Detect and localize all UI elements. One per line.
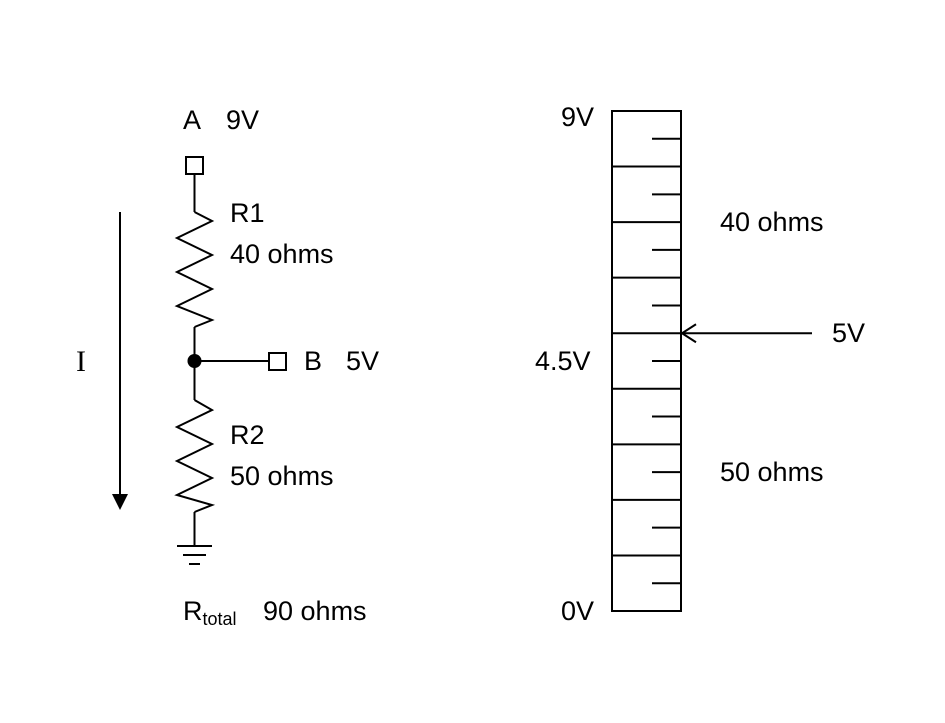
node-a-name: A xyxy=(183,105,201,135)
r2-name: R2 xyxy=(230,420,265,450)
scale-mid-label: 4.5V xyxy=(535,346,591,376)
node-b-name: B xyxy=(304,346,322,376)
rtotal-letter: R xyxy=(183,596,203,626)
voltage-marker-arrow-icon xyxy=(680,323,812,344)
current-label: I xyxy=(76,345,86,378)
current-arrow-head-icon xyxy=(112,494,128,510)
rtotal-value: 90 ohms xyxy=(263,596,367,626)
terminal-a xyxy=(185,156,204,175)
terminal-b xyxy=(268,352,287,371)
node-b-voltage: 5V xyxy=(346,346,379,376)
r1-value: 40 ohms xyxy=(230,239,334,269)
r1-name: R1 xyxy=(230,198,265,228)
rtotal-symbol: Rtotal xyxy=(183,596,237,629)
ground-icon xyxy=(177,545,212,565)
voltage-marker-label: 5V xyxy=(832,318,865,348)
node-a-voltage: 9V xyxy=(226,105,259,135)
circuit-schematic: A 9V R1 40 ohms B 5V R2 50 ohms xyxy=(76,105,379,629)
voltage-scale: 9V 4.5V 0V 40 ohms 50 ohms 5V xyxy=(535,102,865,626)
r2-value: 50 ohms xyxy=(230,461,334,491)
scale-ticks xyxy=(612,137,681,585)
scale-lower-resistance: 50 ohms xyxy=(720,457,824,487)
scale-top-label: 9V xyxy=(561,102,594,132)
resistor-r1 xyxy=(174,211,215,328)
rtotal-subscript: total xyxy=(203,609,237,629)
resistor-r2 xyxy=(174,399,216,513)
scale-upper-resistance: 40 ohms xyxy=(720,207,824,237)
scale-bottom-label: 0V xyxy=(561,596,594,626)
